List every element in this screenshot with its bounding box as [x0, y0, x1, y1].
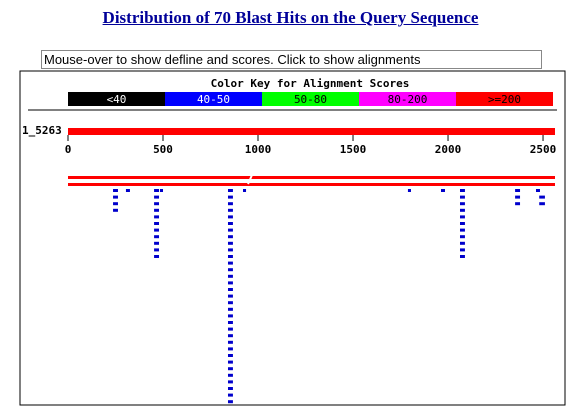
hit: [227, 248, 233, 252]
x-tick-label: 2500: [530, 143, 557, 156]
hit: [227, 387, 233, 390]
hit: [459, 255, 465, 258]
hit: [227, 373, 233, 377]
x-tick-label: 2000: [435, 143, 462, 156]
hit: [154, 202, 160, 206]
hit: [227, 261, 233, 265]
hit: [227, 195, 233, 199]
hit: [227, 347, 233, 351]
hit: [227, 228, 233, 232]
hit: [227, 321, 233, 324]
hit: [227, 208, 233, 212]
hit: [154, 241, 160, 245]
hit: [227, 340, 233, 344]
hit: [154, 248, 160, 252]
hit: [459, 228, 465, 232]
query-line: [68, 176, 555, 179]
hit: [227, 367, 233, 371]
hit: [227, 215, 233, 219]
hit: [227, 202, 233, 206]
hit: [227, 189, 233, 192]
hit: [227, 301, 233, 305]
color-key-label: <40: [107, 93, 127, 106]
status-box: Mouse-over to show defline and scores. C…: [41, 50, 542, 69]
x-tick-label: 0: [65, 143, 72, 156]
hit: [459, 189, 465, 192]
color-key-swatch: [262, 92, 359, 106]
color-key-label: 50-80: [294, 93, 327, 106]
color-key-swatch: [68, 92, 165, 106]
hit: [227, 307, 233, 311]
hit: [113, 208, 118, 212]
hit: [154, 215, 160, 219]
hit: [154, 235, 160, 239]
hit: [459, 195, 465, 199]
query-line: [68, 183, 555, 186]
hit: [459, 202, 465, 206]
hit: [154, 222, 160, 225]
hit: [227, 222, 233, 225]
hit: [539, 195, 545, 199]
hit: [227, 288, 233, 291]
hit: [154, 208, 160, 212]
color-key-title: Color Key for Alignment Scores: [211, 77, 410, 90]
hit: [227, 393, 233, 397]
hit: [227, 294, 233, 298]
hit: [459, 248, 465, 252]
x-tick-label: 1000: [245, 143, 272, 156]
hit: [113, 189, 118, 192]
hit: [154, 189, 160, 192]
query-name: 1_5263: [22, 124, 62, 137]
hit: [515, 202, 521, 206]
hit: [227, 360, 233, 364]
hit: [113, 202, 118, 206]
break-mark: [247, 174, 253, 185]
hit: [227, 327, 233, 331]
frame: [19, 70, 566, 406]
hit: [227, 334, 233, 338]
hit: [154, 195, 160, 199]
page-title: Distribution of 70 Blast Hits on the Que…: [102, 8, 479, 27]
hit: [440, 189, 445, 192]
hit: [227, 354, 233, 357]
hit: [539, 202, 545, 206]
hit: [227, 274, 233, 278]
hit: [459, 235, 465, 239]
hit: [459, 208, 465, 212]
hit: [227, 314, 233, 318]
hit: [227, 380, 233, 384]
hit: [154, 228, 160, 232]
hit: [407, 189, 411, 192]
hit: [227, 235, 233, 239]
hit: [227, 268, 233, 272]
hit: [535, 189, 540, 192]
color-key-label: >=200: [488, 93, 521, 106]
hit: [125, 189, 130, 192]
hit: [113, 195, 118, 199]
hit: [227, 281, 233, 285]
color-key-swatch: [359, 92, 456, 106]
hit: [459, 215, 465, 219]
hit: [154, 255, 160, 258]
hit: [459, 222, 465, 225]
hit: [515, 195, 521, 199]
hit: [459, 241, 465, 245]
hit: [243, 189, 247, 192]
color-key-swatch: [456, 92, 553, 106]
color-key-label: 80-200: [388, 93, 428, 106]
color-key-label: 40-50: [197, 93, 230, 106]
hit: [227, 400, 233, 404]
query-bar: [68, 128, 555, 135]
hit: [159, 189, 164, 192]
x-tick-label: 500: [153, 143, 173, 156]
x-tick-label: 1500: [340, 143, 367, 156]
color-key-swatch: [165, 92, 262, 106]
hit: [227, 241, 233, 245]
hit: [515, 189, 521, 192]
hit: [227, 255, 233, 258]
